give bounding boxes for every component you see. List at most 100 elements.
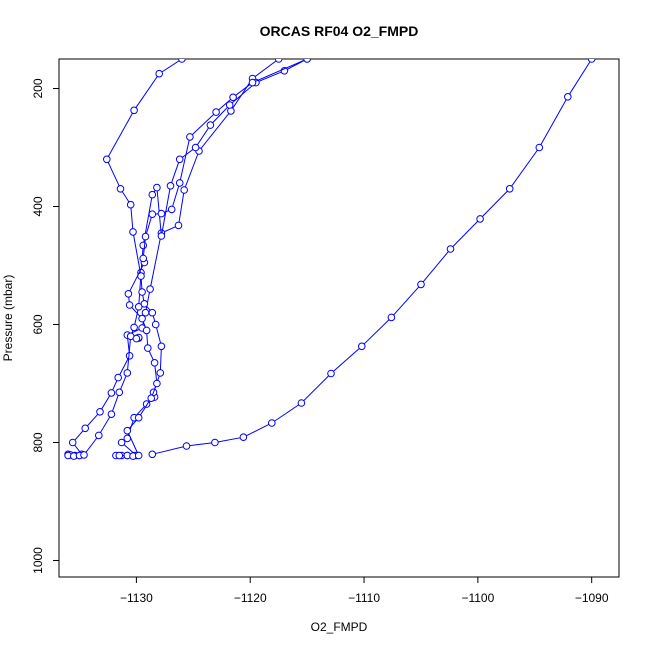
data-point <box>186 133 194 141</box>
data-point <box>297 399 306 407</box>
data-point <box>174 221 183 230</box>
data-point <box>146 285 154 293</box>
data-point <box>180 186 188 194</box>
data-point <box>182 442 191 450</box>
data-point <box>141 232 150 241</box>
series-4 <box>115 59 311 460</box>
data-point <box>126 200 135 209</box>
data-point <box>175 155 184 164</box>
data-point <box>150 359 159 367</box>
x-tick-label: −1090 <box>575 591 609 605</box>
data-point <box>115 388 124 397</box>
data-point <box>134 303 143 311</box>
data-point <box>212 108 220 116</box>
data-point <box>144 344 152 352</box>
y-tick-label: 800 <box>31 432 45 452</box>
series-1 <box>64 59 283 460</box>
data-point <box>387 313 396 322</box>
data-point <box>157 209 166 218</box>
data-point <box>139 241 147 250</box>
data-point <box>125 301 134 309</box>
data-point <box>148 450 157 459</box>
data-point <box>103 155 111 164</box>
data-point <box>80 451 88 459</box>
data-point <box>156 369 165 377</box>
data-point <box>476 215 484 223</box>
data-point <box>124 290 133 298</box>
series-line <box>119 59 308 457</box>
data-point <box>107 389 116 397</box>
data-point <box>274 59 283 63</box>
y-tick-label: 1000 <box>31 547 45 574</box>
data-point <box>327 369 335 378</box>
series-line <box>68 59 308 457</box>
y-tick-label: 400 <box>31 196 45 216</box>
y-tick-label: 200 <box>31 78 45 98</box>
data-point <box>248 78 257 87</box>
data-point <box>564 93 572 101</box>
data-point <box>417 280 425 289</box>
data-point <box>140 300 149 308</box>
data-point <box>95 431 103 440</box>
y-axis-label: Pressure (mbar) <box>1 275 15 362</box>
data-point <box>157 232 166 240</box>
data-point <box>211 438 219 447</box>
data-point <box>132 334 141 343</box>
data-point <box>157 342 166 351</box>
data-point <box>178 59 186 63</box>
data-point <box>153 183 161 192</box>
data-point <box>147 394 155 403</box>
x-tick-label: −1130 <box>120 591 153 605</box>
chart-title: ORCAS RF04 O2_FMPD <box>260 23 419 39</box>
data-point <box>134 451 143 460</box>
data-point <box>446 245 455 253</box>
data-point <box>138 288 146 296</box>
data-point <box>96 408 104 416</box>
data-point <box>166 182 175 190</box>
y-axis: 200 400 600 800 1000 <box>31 78 60 574</box>
data-point <box>116 185 125 193</box>
data-point <box>148 190 157 199</box>
data-point <box>268 419 276 427</box>
data-point <box>151 320 160 329</box>
data-point <box>129 228 137 236</box>
data-point <box>175 179 184 187</box>
data-point <box>358 342 366 351</box>
series-2 <box>64 59 311 460</box>
data-point <box>81 424 89 433</box>
data-point <box>138 314 146 323</box>
data-point <box>505 185 514 193</box>
data-point <box>114 373 122 382</box>
data-point <box>587 59 596 63</box>
data-point <box>535 143 544 152</box>
series-line <box>67 59 279 456</box>
data-point <box>134 413 143 422</box>
x-tick-label: −1120 <box>234 591 267 605</box>
series-layer <box>64 59 596 460</box>
data-point <box>115 451 124 460</box>
data-point <box>153 379 161 388</box>
series-line <box>152 59 593 455</box>
series-3 <box>103 59 186 460</box>
data-point <box>225 101 234 109</box>
data-point <box>303 59 311 63</box>
data-point <box>68 438 77 447</box>
data-point <box>117 438 126 447</box>
data-point <box>148 308 157 317</box>
data-point <box>130 323 138 332</box>
data-point <box>239 433 248 442</box>
x-axis: −1130 −1120 −1110 −1100 −1090 <box>120 576 609 605</box>
y-tick-label: 600 <box>31 314 45 334</box>
data-point <box>191 143 200 152</box>
data-point <box>142 326 151 335</box>
data-point <box>107 410 116 419</box>
x-tick-label: −1110 <box>348 591 380 605</box>
data-point <box>229 93 237 102</box>
data-point <box>206 121 215 129</box>
data-point <box>130 106 138 115</box>
data-point <box>155 69 163 78</box>
data-point <box>148 210 157 218</box>
data-point <box>123 426 132 435</box>
data-point <box>139 254 147 263</box>
